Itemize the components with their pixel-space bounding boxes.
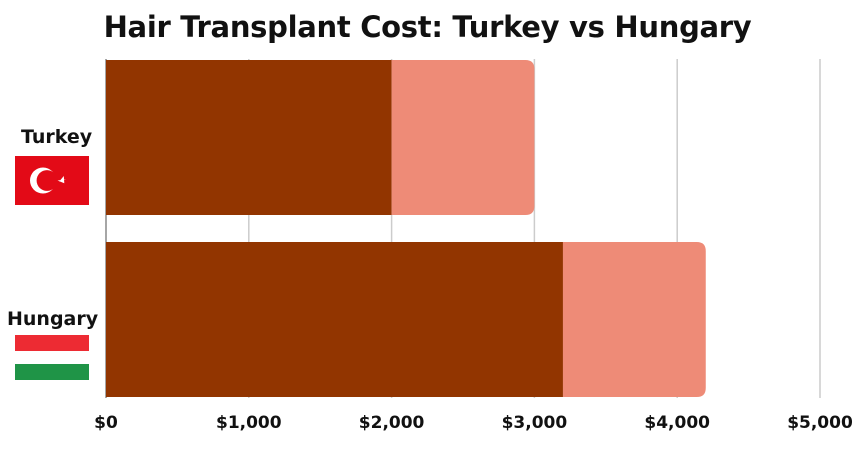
bar-range-hungary <box>562 242 706 397</box>
turkey-flag-icon <box>15 156 89 205</box>
category-label-hungary: Hungary <box>7 308 99 330</box>
bar-range-turkey <box>391 60 535 215</box>
x-tick-label: $5,000 <box>787 413 853 433</box>
chart-title: Hair Transplant Cost: Turkey vs Hungary <box>103 10 752 44</box>
x-axis-ticks: $0 $1,000 $2,000 $3,000 $4,000 $5,000 <box>94 413 853 433</box>
bar-base-hungary <box>106 242 563 397</box>
x-tick-label: $0 <box>94 413 118 433</box>
hungary-flag-icon <box>15 335 89 380</box>
x-tick-label: $4,000 <box>644 413 710 433</box>
x-tick-label: $1,000 <box>216 413 282 433</box>
category-label-turkey: Turkey <box>21 126 93 148</box>
bar-base-turkey <box>106 60 392 215</box>
x-tick-label: $3,000 <box>502 413 568 433</box>
bars <box>106 60 706 397</box>
x-tick-label: $2,000 <box>359 413 425 433</box>
